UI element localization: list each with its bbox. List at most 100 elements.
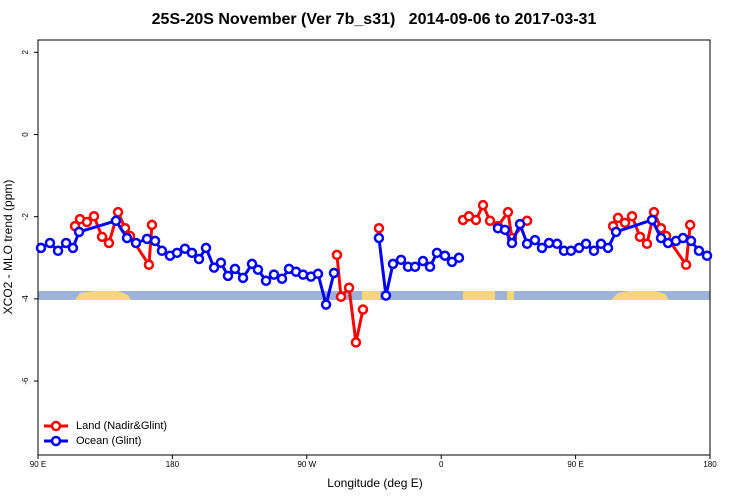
data-point xyxy=(646,214,658,226)
data-point xyxy=(470,214,482,226)
data-point xyxy=(453,252,465,264)
y-tick-label: 0 xyxy=(21,132,30,137)
data-point xyxy=(610,226,622,238)
data-point xyxy=(580,238,592,250)
data-point xyxy=(200,242,212,254)
land-strip xyxy=(611,291,669,300)
y-tick-label: -4 xyxy=(21,295,30,303)
data-point xyxy=(499,224,511,236)
data-point xyxy=(395,254,407,266)
data-point xyxy=(634,231,646,243)
x-tick-label: 180 xyxy=(703,460,717,469)
data-point xyxy=(328,267,340,279)
data-point xyxy=(246,258,258,270)
data-point xyxy=(193,253,205,265)
data-point xyxy=(602,242,614,254)
data-point xyxy=(110,215,122,227)
x-tick-label: 90 E xyxy=(567,460,583,469)
data-point xyxy=(156,245,168,257)
data-point xyxy=(551,238,563,250)
data-point xyxy=(619,217,631,229)
x-tick-label: 180 xyxy=(166,460,180,469)
x-tick-label: 90 E xyxy=(30,460,46,469)
data-point xyxy=(506,237,518,249)
data-point xyxy=(424,261,436,273)
data-point xyxy=(335,291,347,303)
data-point xyxy=(484,215,496,227)
y-tick-label: 2 xyxy=(21,50,30,55)
legend-label: Land (Nadir&Glint) xyxy=(76,420,167,432)
data-point xyxy=(543,237,555,249)
legend-swatch-point xyxy=(50,435,62,447)
data-point xyxy=(96,231,108,243)
data-point xyxy=(626,211,638,222)
data-point xyxy=(208,262,220,273)
data-point xyxy=(477,199,489,211)
data-point xyxy=(320,299,332,310)
data-point xyxy=(149,235,161,247)
data-point xyxy=(417,255,429,267)
data-point xyxy=(357,304,369,315)
data-point xyxy=(229,263,241,275)
data-point xyxy=(612,212,624,224)
data-point xyxy=(312,268,324,280)
data-point xyxy=(565,245,577,257)
surface-strip xyxy=(38,291,710,300)
data-point xyxy=(171,247,183,259)
x-axis-label: Longitude (deg E) xyxy=(327,476,422,490)
data-point xyxy=(112,206,124,218)
data-point xyxy=(130,237,142,249)
data-point xyxy=(350,337,362,348)
y-axis-label: XCO2 - MLO trend (ppm) xyxy=(1,180,15,315)
data-point xyxy=(276,273,288,284)
data-point xyxy=(529,234,541,246)
data-point xyxy=(67,242,79,254)
data-point xyxy=(343,282,355,294)
data-point xyxy=(701,250,713,261)
land-strip xyxy=(507,291,514,300)
y-tick-label: -2 xyxy=(21,213,30,221)
data-point xyxy=(380,290,392,301)
data-point xyxy=(186,247,198,259)
data-point xyxy=(331,249,343,261)
data-point xyxy=(677,232,689,244)
chart-title: 25S-20S November (Ver 7b_s31) 2014-09-06… xyxy=(152,11,597,28)
data-point xyxy=(60,237,72,249)
data-point xyxy=(81,216,93,228)
data-point xyxy=(252,264,264,275)
data-point xyxy=(44,237,56,249)
data-point xyxy=(52,245,64,257)
data-point xyxy=(260,275,272,287)
data-point xyxy=(502,206,514,218)
land-strip xyxy=(75,291,131,300)
data-point xyxy=(103,237,115,249)
y-tick-label: -6 xyxy=(21,377,30,385)
data-point xyxy=(641,238,653,250)
data-point xyxy=(685,235,697,247)
data-point xyxy=(439,250,451,261)
data-point xyxy=(536,242,548,254)
data-point xyxy=(373,222,385,234)
legend-label: Ocean (Glint) xyxy=(76,435,141,447)
data-point xyxy=(121,232,133,244)
data-point xyxy=(88,211,100,222)
data-point xyxy=(409,261,421,273)
data-point xyxy=(143,259,155,271)
data-point xyxy=(237,272,249,284)
data-point xyxy=(588,245,600,257)
data-point xyxy=(141,233,153,245)
data-point xyxy=(684,219,696,231)
data-point xyxy=(514,218,526,230)
legend-swatch-point xyxy=(50,420,62,432)
land-strip xyxy=(362,291,380,300)
data-point xyxy=(680,259,692,271)
land-strip xyxy=(463,291,495,300)
data-point xyxy=(693,245,705,257)
data-point xyxy=(655,232,667,244)
data-point xyxy=(521,238,533,250)
data-point xyxy=(73,226,85,238)
data-point xyxy=(268,269,280,280)
x-tick-label: 90 W xyxy=(297,460,316,469)
x-tick-label: 0 xyxy=(439,460,444,469)
